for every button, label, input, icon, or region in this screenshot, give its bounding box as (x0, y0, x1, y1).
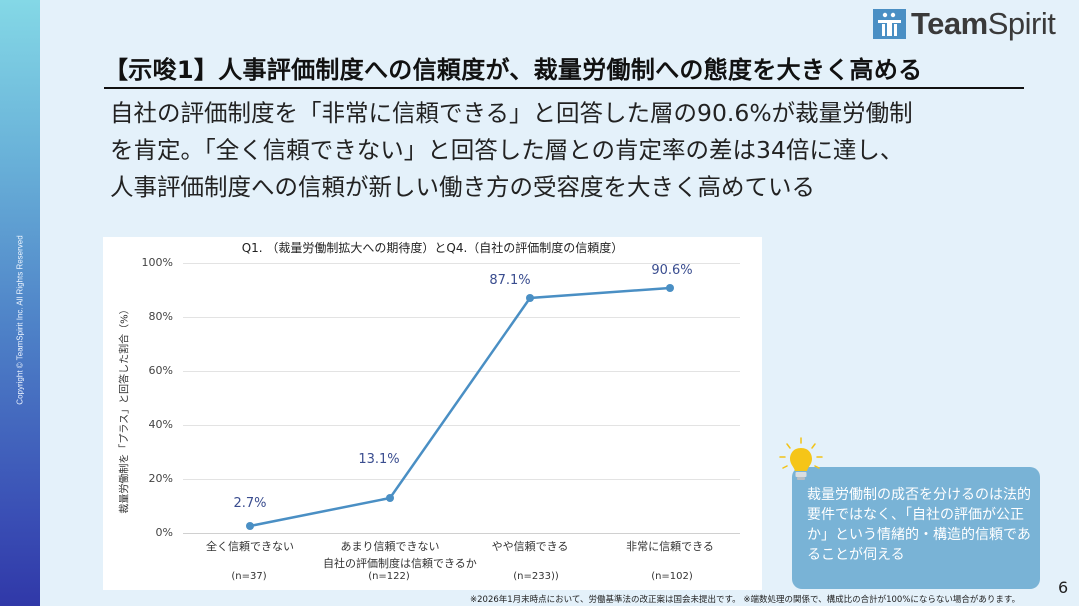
insight-text: 裁量労働制の成否を分けるのは法的要件ではなく、「自社の評価が公正か」という情緒的… (807, 487, 1031, 563)
sample-size: (n=122) (368, 571, 410, 582)
x-category: 非常に信頼できる (626, 540, 714, 553)
data-label: 13.1% (358, 452, 400, 467)
y-axis-title: 裁量労働制を「プラス」と回答した割合（%） (119, 304, 131, 514)
y-tick-40: 40% (148, 418, 173, 431)
slide-title: 【示唆1】人事評価制度への信頼度が、裁量労働制への態度を大きく高める (104, 50, 1024, 89)
data-label: 2.7% (233, 496, 267, 511)
gridline (183, 425, 740, 426)
logo-mark-icon (873, 9, 906, 39)
x-category: あまり信頼できない (340, 540, 440, 553)
lead-paragraph: 自社の評価制度を「非常に信頼できる」と回答した層の90.6%が裁量労働制 を肯定… (110, 95, 1040, 206)
data-label: 87.1% (489, 273, 531, 288)
lead-line-3: 人事評価制度への信頼が新しい働き方の受容度を大きく高めている (110, 173, 815, 201)
line-series (246, 284, 674, 530)
sample-size: (n=37) (231, 571, 267, 582)
x-category: やや信頼できる (491, 540, 569, 553)
teamspirit-logo: TeamSpirit (873, 6, 1056, 41)
y-tick-20: 20% (148, 472, 173, 485)
side-accent-bar: Copyright © TeamSpirit Inc. All Rights R… (0, 0, 40, 606)
lead-line-1: 自社の評価制度を「非常に信頼できる」と回答した層の90.6%が裁量労働制 (110, 99, 913, 127)
gridline (183, 371, 740, 372)
lightbulb-icon (776, 436, 826, 492)
line-chart: Q1. （裁量労働制拡大への期待度）とQ4.（自社の評価制度の信頼度） 100%… (103, 237, 762, 590)
chart-title: Q1. （裁量労働制拡大への期待度）とQ4.（自社の評価制度の信頼度） (241, 241, 624, 255)
gridline (183, 479, 740, 480)
y-tick-0: 0% (155, 526, 173, 539)
y-tick-80: 80% (148, 310, 173, 323)
gridline (183, 317, 740, 318)
logo-wordmark: TeamSpirit (911, 6, 1056, 41)
y-tick-100: 100% (141, 256, 173, 269)
footnote: ※2026年1月末時点において、労働基準法の改正案は国会未提出です。 ※端数処理… (470, 595, 1021, 605)
x-category: 全く信頼できない (206, 540, 294, 553)
page-number: 6 (1058, 578, 1069, 597)
y-tick-60: 60% (148, 364, 173, 377)
data-label: 90.6% (651, 263, 693, 278)
x-axis-title: 自社の評価制度は信頼できるか (323, 557, 477, 570)
sample-size: (n=102) (651, 571, 693, 582)
lead-line-2: を肯定。「全く信頼できない」と回答した層との肯定率の差は34倍に達し、 (110, 136, 904, 164)
gridline (183, 263, 740, 264)
insight-callout: 裁量労働制の成否を分けるのは法的要件ではなく、「自社の評価が公正か」という情緒的… (792, 467, 1040, 589)
copyright-text: Copyright © TeamSpirit Inc. All Rights R… (15, 235, 25, 405)
x-axis-line (183, 533, 740, 534)
sample-size: (n=233)) (513, 571, 559, 582)
